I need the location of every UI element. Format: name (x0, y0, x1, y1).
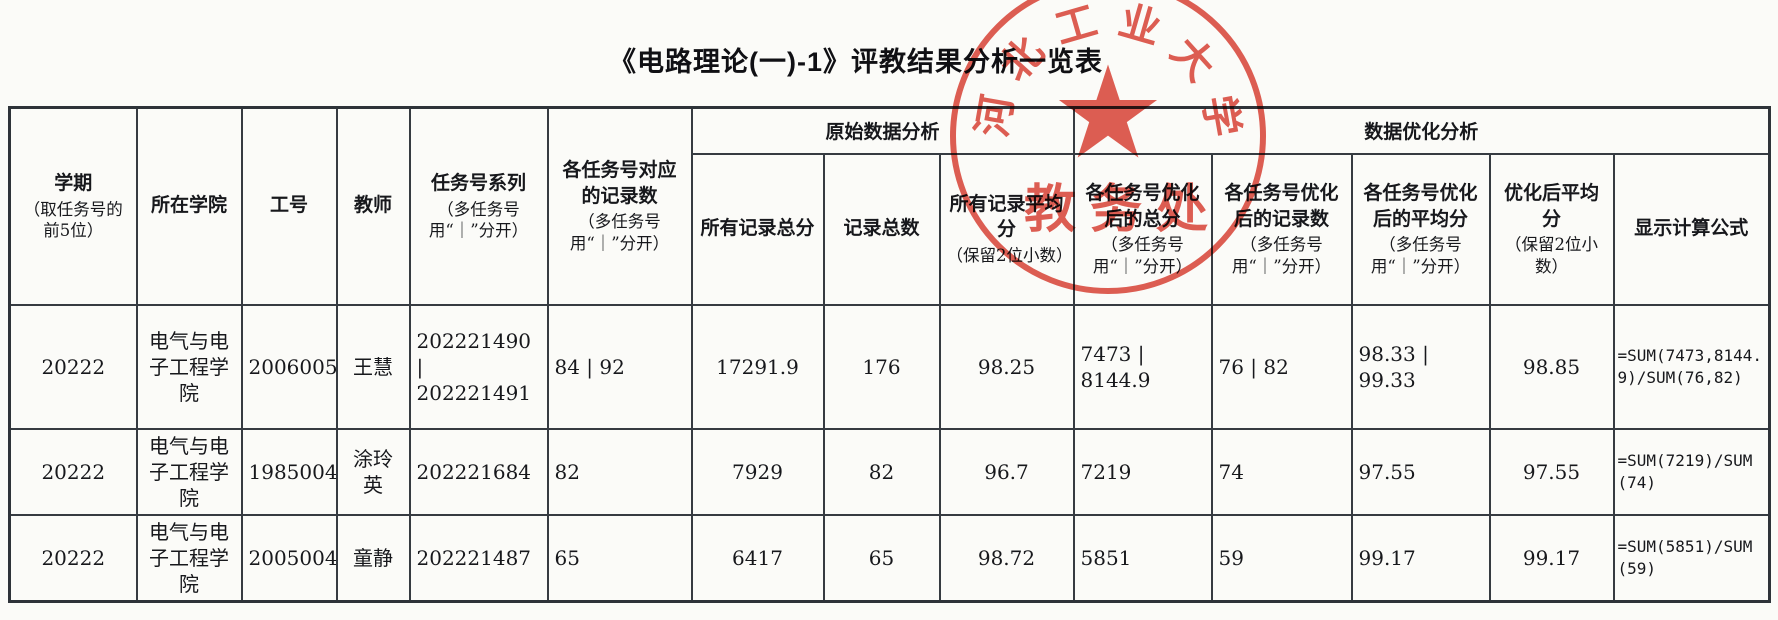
cell-teacher: 涂玲英 (335, 427, 411, 516)
cell-formula: =SUM(7473,8144.9)/SUM(76,82) (1612, 303, 1771, 430)
col-header-total-score: 所有记录总分 (690, 152, 825, 306)
cell-opt-avg: 97.55 (1350, 427, 1491, 516)
col-header-task-series-note: （多任务号用“｜”分开） (428, 199, 529, 241)
cell-semester: 20222 (8, 303, 138, 430)
col-header-semester-title: 学期 (54, 171, 93, 194)
cell-task-records: 82 (546, 427, 693, 516)
cell-teacher: 王慧 (335, 303, 411, 430)
group-header-optimized-analysis: 数据优化分析 (1072, 106, 1771, 155)
cell-staff-id: 20060056 (240, 303, 338, 430)
cell-staff-id: 19850041 (240, 427, 338, 516)
col-header-staff-id-title: 工号 (269, 194, 308, 217)
cell-opt-records: 76 | 82 (1210, 303, 1353, 430)
cell-record-count: 82 (822, 427, 941, 516)
col-header-semester: 学期 （取任务号的前5位） (8, 106, 138, 306)
cell-task-series: 202221490 | 202221491 (408, 303, 549, 430)
col-header-semester-note: （取任务号的前5位） (23, 199, 123, 241)
col-header-opt-avg: 各任务号优化后的平均分 （多任务号用“｜”分开） (1350, 152, 1491, 306)
col-header-opt-total: 各任务号优化后的总分 （多任务号用“｜”分开） (1072, 152, 1213, 306)
col-header-avg-score-title: 所有记录平均分 (949, 192, 1064, 241)
cell-opt-avg: 98.33 | 99.33 (1350, 303, 1491, 430)
cell-task-series: 202221684 (408, 427, 549, 516)
cell-opt-avg: 99.17 (1350, 513, 1491, 603)
col-header-teacher: 教师 (335, 106, 411, 306)
cell-staff-id: 20050046 (240, 513, 338, 603)
col-header-formula-title: 显示计算公式 (1634, 217, 1749, 240)
col-header-opt-records-note: （多任务号用“｜”分开） (1231, 235, 1332, 276)
cell-record-count: 176 (822, 303, 941, 430)
cell-task-records: 84 | 92 (546, 303, 693, 430)
col-header-task-records-note: （多任务号用“｜”分开） (569, 212, 670, 253)
col-header-avg-score: 所有记录平均分 （保留2位小数） (938, 152, 1075, 306)
col-header-opt-avg-note: （多任务号用“｜”分开） (1370, 235, 1471, 276)
cell-opt-total: 7473 | 8144.9 (1072, 303, 1213, 430)
cell-task-series: 202221487 (408, 513, 549, 603)
col-header-opt-records-title: 各任务号优化后的记录数 (1224, 181, 1339, 230)
cell-opt-avg-final: 98.85 (1488, 303, 1615, 430)
col-header-opt-total-title: 各任务号优化后的总分 (1085, 181, 1200, 230)
header-group-row: 学期 （取任务号的前5位） 所在学院 工号 教师 任务号系列 （多任务号用“｜”… (8, 106, 1771, 306)
evaluation-results-table: 学期 （取任务号的前5位） 所在学院 工号 教师 任务号系列 （多任务号用“｜”… (8, 106, 1771, 603)
cell-avg-score: 96.7 (938, 427, 1075, 516)
col-header-opt-avg-title: 各任务号优化后的平均分 (1363, 181, 1478, 230)
cell-opt-records: 59 (1210, 513, 1353, 603)
group-header-raw-analysis: 原始数据分析 (690, 106, 1075, 155)
cell-opt-total: 5851 (1072, 513, 1213, 603)
cell-formula: =SUM(7219)/SUM(74) (1612, 427, 1771, 516)
col-header-avg-score-note: （保留2位小数） (946, 245, 1073, 265)
col-header-record-count-title: 记录总数 (843, 217, 920, 240)
cell-opt-total: 7219 (1072, 427, 1213, 516)
col-header-opt-avg-final-note: （保留2位小数） (1505, 235, 1598, 276)
col-header-total-score-title: 所有记录总分 (700, 217, 815, 240)
cell-college: 电气与电子工程学院 (135, 513, 243, 603)
cell-avg-score: 98.72 (938, 513, 1075, 603)
table-row: 20222 电气与电子工程学院 19850041 涂玲英 202221684 8… (8, 427, 1771, 516)
table-row: 20222 电气与电子工程学院 20060056 王慧 202221490 | … (8, 303, 1771, 430)
cell-formula: =SUM(5851)/SUM(59) (1612, 513, 1771, 603)
cell-college: 电气与电子工程学院 (135, 427, 243, 516)
header-detail-row: 所有记录总分 记录总数 所有记录平均分 （保留2位小数） 各任务号优化后的总分 … (10, 152, 1771, 306)
cell-teacher: 童静 (335, 513, 411, 603)
cell-record-count: 65 (822, 513, 941, 603)
cell-total-score: 6417 (690, 513, 825, 603)
cell-task-records: 65 (546, 513, 693, 603)
cell-total-score: 17291.9 (690, 303, 825, 430)
col-header-task-series: 任务号系列 （多任务号用“｜”分开） (408, 106, 549, 306)
cell-college: 电气与电子工程学院 (135, 303, 243, 430)
col-header-record-count: 记录总数 (822, 152, 941, 306)
col-header-teacher-title: 教师 (353, 194, 392, 217)
col-header-formula: 显示计算公式 (1612, 152, 1771, 306)
cell-opt-avg-final: 99.17 (1488, 513, 1615, 603)
page-title: 《电路理论(一)-1》评教结果分析一览表 (609, 47, 1103, 77)
col-header-opt-avg-final-title: 优化后平均分 (1503, 181, 1599, 230)
col-header-task-series-title: 任务号系列 (430, 171, 526, 194)
col-header-staff-id: 工号 (240, 106, 338, 306)
col-header-opt-total-note: （多任务号用“｜”分开） (1092, 235, 1193, 276)
cell-semester: 20222 (8, 427, 138, 516)
table-row: 20222 电气与电子工程学院 20050046 童静 202221487 65… (8, 513, 1771, 603)
col-header-college-title: 所在学院 (150, 194, 227, 217)
cell-total-score: 7929 (690, 427, 825, 516)
cell-opt-records: 74 (1210, 427, 1353, 516)
cell-avg-score: 98.25 (938, 303, 1075, 430)
col-header-opt-avg-final: 优化后平均分 （保留2位小数） (1488, 152, 1615, 306)
col-header-college: 所在学院 (135, 106, 243, 306)
col-header-task-records: 各任务号对应的记录数 （多任务号用“｜”分开） (546, 106, 693, 306)
cell-semester: 20222 (8, 513, 138, 603)
col-header-task-records-title: 各任务号对应的记录数 (562, 159, 677, 207)
cell-opt-avg-final: 97.55 (1488, 427, 1615, 516)
col-header-opt-records: 各任务号优化后的记录数 （多任务号用“｜”分开） (1210, 152, 1353, 306)
